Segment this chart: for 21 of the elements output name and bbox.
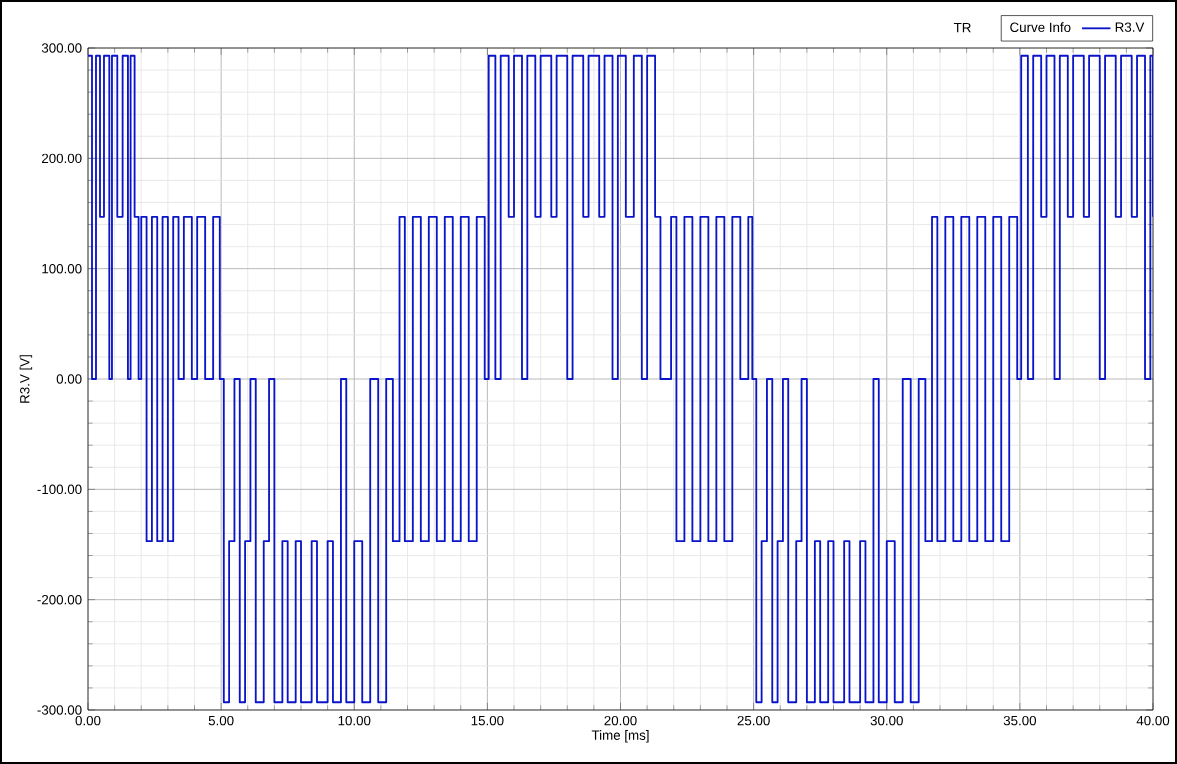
y-tick-label: -200.00 — [37, 594, 82, 605]
x-tick-label: 15.00 — [471, 715, 504, 726]
y-tick-label: 200.00 — [42, 153, 82, 164]
y-tick-label: -300.00 — [37, 705, 82, 715]
y-tick-label: -100.00 — [37, 484, 82, 495]
y-tick-label: 300.00 — [41, 43, 82, 53]
text: TR — [953, 23, 971, 33]
y-tick-label: 100.00 — [42, 263, 82, 274]
x-tick-label: 40.00 — [1136, 715, 1170, 726]
legend-label: R3.V — [1115, 22, 1145, 32]
legend-title: Curve Info — [1010, 22, 1071, 33]
x-tick-label: 30.00 — [870, 715, 903, 726]
x-tick-label: 35.00 — [1003, 715, 1037, 726]
y-tick-label: 0.00 — [56, 374, 82, 384]
x-tick-label: 0.00 — [75, 715, 101, 726]
x-tick-label: 5.00 — [208, 715, 234, 726]
x-axis-title: Time [ms] — [591, 730, 649, 743]
x-tick-label: 25.00 — [737, 715, 770, 726]
x-tick-label: 10.00 — [338, 715, 371, 726]
x-tick-label: 20.00 — [604, 715, 637, 726]
y-axis-title: R3.V [V] — [19, 355, 33, 403]
